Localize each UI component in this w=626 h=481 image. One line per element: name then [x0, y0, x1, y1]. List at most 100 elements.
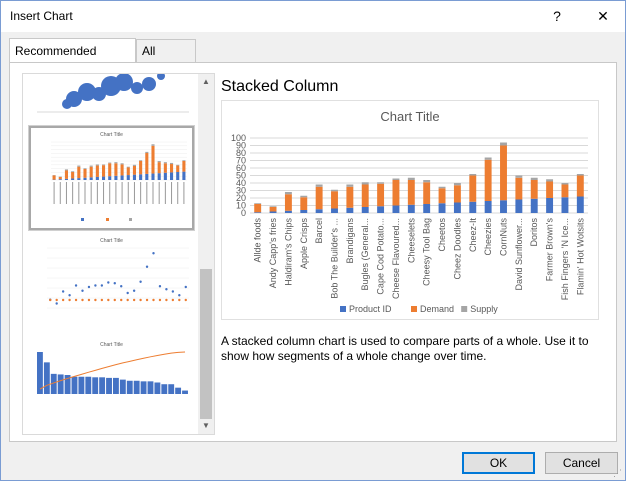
x-tick-label: Cheetos: [437, 218, 447, 252]
mini-bar: [83, 177, 87, 180]
mini-bar: [114, 162, 118, 164]
mini-scatter-point: [145, 298, 149, 302]
bar-segment: [561, 183, 569, 185]
mini-pareto-bar: [92, 377, 99, 394]
mini-bar: [132, 165, 136, 175]
thumb3-title: Chart Title: [100, 238, 123, 244]
thumbnail-bubble-chart[interactable]: [29, 74, 194, 122]
mini-bar: [170, 172, 174, 180]
mini-scatter-point: [94, 298, 97, 302]
tab-recommended-charts[interactable]: Recommended Charts: [9, 38, 136, 82]
mini-scatter-point: [132, 298, 136, 302]
mini-bar: [64, 178, 68, 180]
legend-swatch: [340, 306, 346, 312]
bar-segment: [469, 174, 477, 176]
mini-x-label: [127, 182, 129, 204]
bar-segment: [469, 175, 477, 202]
y-tick-label: 0: [241, 208, 246, 218]
thumbnail-stacked-column[interactable]: Chart Title: [28, 125, 195, 231]
bar-segment: [284, 192, 292, 195]
chart-preview: Chart Title 0 10 20 30 40 50 60 70 80 90 100 Allde f…: [221, 100, 599, 320]
mini-x-label: [84, 182, 86, 204]
thumb2-title: Chart Title: [100, 132, 123, 138]
resize-grip-icon[interactable]: ⋰: [613, 468, 622, 478]
x-tick-label: Bugles (General...: [360, 218, 370, 291]
bar-segment: [392, 205, 400, 213]
help-button[interactable]: ?: [553, 8, 561, 24]
bar-segment: [407, 204, 415, 213]
mini-pareto-bar: [175, 387, 182, 394]
scroll-down-icon[interactable]: ▼: [202, 421, 210, 430]
bar-segment: [530, 180, 538, 199]
y-tick-label: 80: [236, 148, 246, 158]
pareto-mini-preview: [37, 351, 188, 394]
mini-bar: [77, 166, 81, 179]
x-tick-label: Haldiram's Chips: [283, 218, 293, 286]
bar-segment: [438, 186, 446, 189]
mini-bar: [176, 172, 180, 180]
mini-scatter-point: [74, 298, 78, 302]
mini-x-label: [121, 182, 123, 204]
ok-button[interactable]: OK: [462, 452, 535, 474]
y-tick-label: 60: [236, 163, 246, 173]
mini-scatter-point: [184, 298, 187, 302]
bar-segment: [530, 198, 538, 213]
bar-segment: [346, 184, 354, 187]
cancel-button[interactable]: Cancel: [545, 452, 618, 474]
mini-scatter-point: [81, 298, 84, 302]
recommended-chart-list: Chart Title Chart Title Chart Title ▲ ▼: [22, 73, 215, 435]
mini-scatter-point: [61, 298, 65, 302]
mini-x-label: [164, 182, 166, 204]
mini-scatter-point: [107, 281, 110, 284]
mini-bar: [170, 162, 174, 165]
mini-scatter-point: [100, 298, 104, 302]
mini-scatter-point: [74, 284, 78, 287]
mini-scatter-point: [68, 294, 71, 297]
mini-bar: [182, 161, 186, 172]
thumbnail-area: Chart Title Chart Title Chart Title: [23, 74, 198, 434]
mini-bar: [163, 172, 167, 180]
dialog-title: Insert Chart: [10, 9, 73, 23]
bar-segment: [576, 174, 584, 176]
scrollbar-thumb[interactable]: [200, 269, 212, 419]
tab-all-charts[interactable]: All Charts: [136, 39, 196, 80]
bar-segment: [453, 202, 461, 213]
close-button[interactable]: ✕: [597, 8, 609, 24]
scroll-up-icon[interactable]: ▲: [202, 77, 210, 86]
thumbnail-scatter-chart[interactable]: Chart Title: [29, 234, 194, 334]
mini-pareto-line: [39, 351, 186, 390]
bar-segment: [484, 159, 492, 201]
mini-bar: [108, 162, 112, 164]
thumbnail-scrollbar[interactable]: ▲ ▼: [198, 74, 214, 434]
mini-x-label: [65, 182, 67, 204]
bar-segment: [515, 199, 523, 213]
mini-scatter-point: [178, 298, 181, 302]
mini-pareto-bar: [106, 377, 112, 394]
mini-bar: [157, 162, 161, 174]
mini-x-label: [152, 182, 154, 204]
mini-scatter-point: [55, 302, 58, 305]
x-tick-label: Cheez-It: [468, 218, 478, 253]
bar-segment: [515, 177, 523, 200]
mini-bar: [83, 168, 87, 169]
mini-x-label: [59, 182, 61, 204]
thumbnail-pareto-chart[interactable]: Chart Title: [29, 338, 194, 434]
mini-bar: [151, 144, 155, 146]
mini-scatter-point: [120, 298, 123, 302]
bar-segment: [407, 177, 415, 180]
mini-x-label: [72, 182, 74, 204]
bar-segment: [500, 142, 507, 146]
mini-bar: [120, 175, 124, 180]
tab-content: Chart Title Chart Title Chart Title ▲ ▼: [9, 62, 617, 442]
mini-bar: [102, 164, 106, 166]
bar-segment: [331, 208, 338, 213]
bar-segment: [315, 209, 323, 213]
mini-bar: [139, 161, 143, 175]
bubble-chart-preview: [37, 74, 189, 113]
bar-segment: [254, 203, 262, 204]
mini-bar: [89, 166, 93, 178]
bar-segment: [469, 201, 477, 213]
mini-bar: [145, 151, 149, 154]
bar-segment: [546, 179, 554, 182]
